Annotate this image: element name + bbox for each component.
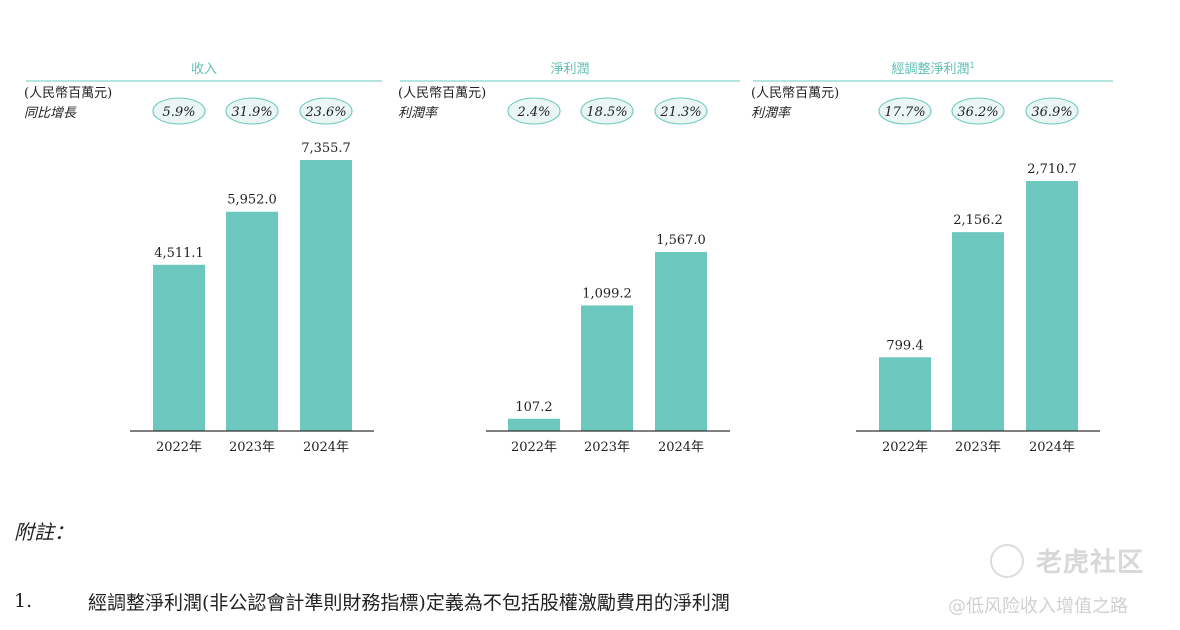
footnote-text: 經調整淨利潤(非公認會計準則財務指標)定義為不包括股權激勵費用的淨利潤	[88, 592, 730, 614]
x-tick-label: 2022年	[511, 440, 557, 455]
percentage-pill	[507, 97, 561, 125]
x-tick-label: 2022年	[156, 440, 202, 455]
x-tick-label: 2023年	[955, 440, 1001, 455]
ratio-row-label: 利潤率	[398, 105, 439, 121]
x-tick-label: 2023年	[229, 440, 275, 455]
percentage-pill	[878, 97, 932, 125]
percentage-label: 31.9%	[231, 105, 272, 120]
charts-area: 收入 (人民幣百萬元) 同比增長 5.9% 31.9% 23.6% 4,511.1 2022年…	[24, 61, 1113, 455]
unit-label: (人民幣百萬元)	[24, 86, 112, 101]
chart-title: 收入	[191, 62, 217, 77]
chart-title: 淨利潤	[550, 62, 589, 77]
percentage-label: 18.5%	[586, 105, 627, 120]
percentage-label: 5.9%	[162, 105, 195, 120]
x-tick-label: 2024年	[1029, 440, 1075, 455]
percentage-pill	[225, 97, 279, 125]
unit-label: (人民幣百萬元)	[398, 86, 486, 101]
x-tick-label: 2024年	[658, 440, 704, 455]
watermark-handle: @低风险收入增值之路	[948, 596, 1128, 617]
value-label: 1,099.2	[582, 286, 632, 301]
watermark-brand: 老虎社区	[1036, 548, 1145, 578]
bar	[508, 418, 560, 431]
footnote-title: 附註：	[14, 520, 74, 544]
bar	[153, 264, 205, 431]
percentage-label: 36.2%	[957, 105, 998, 120]
value-label: 2,710.7	[1027, 162, 1077, 177]
ratio-row-label: 利潤率	[751, 105, 792, 121]
percentage-pill	[580, 97, 634, 125]
unit-label: (人民幣百萬元)	[751, 86, 839, 101]
value-label: 7,355.7	[301, 141, 351, 156]
tiger-logo-icon	[990, 544, 1024, 578]
footnote-marker: 1	[969, 61, 974, 70]
bar	[655, 252, 707, 431]
bar	[581, 305, 633, 431]
percentage-pill	[299, 97, 353, 125]
footnote-number: 1.	[14, 590, 33, 612]
value-label: 2,156.2	[953, 213, 1003, 228]
percentage-pill	[152, 97, 206, 125]
value-label: 1,567.0	[656, 233, 706, 248]
x-tick-label: 2024年	[303, 440, 349, 455]
x-tick-label: 2022年	[882, 440, 928, 455]
percentage-label: 36.9%	[1031, 105, 1072, 120]
percentage-label: 21.3%	[659, 105, 701, 120]
percentage-label: 17.7%	[884, 105, 925, 120]
percentage-label: 23.6%	[304, 105, 346, 120]
chart-title: 經調整淨利潤1	[891, 61, 974, 77]
percentage-label: 2.4%	[516, 105, 550, 120]
value-label: 4,511.1	[154, 246, 204, 261]
value-label: 5,952.0	[227, 193, 277, 208]
x-tick-label: 2023年	[584, 440, 630, 455]
percentage-pill	[951, 97, 1005, 125]
percentage-pill	[1025, 97, 1079, 125]
value-label: 107.2	[515, 400, 552, 415]
bar	[1026, 181, 1078, 431]
percentage-pill	[654, 97, 708, 125]
bar	[300, 160, 352, 431]
bar	[952, 232, 1004, 431]
bar	[879, 357, 931, 431]
ratio-row-label: 同比增長	[24, 106, 77, 121]
value-label: 799.4	[886, 338, 923, 353]
bar	[226, 211, 278, 431]
